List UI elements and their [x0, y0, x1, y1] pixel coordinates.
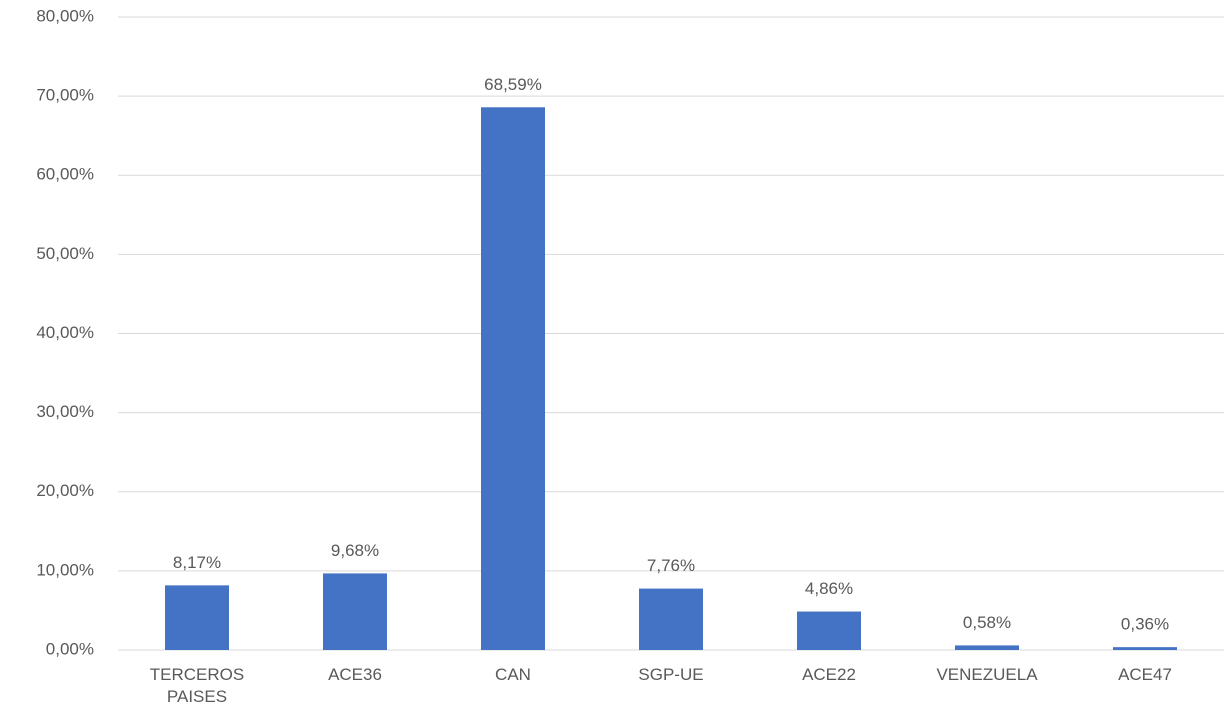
y-tick-label: 80,00%	[36, 6, 94, 25]
bar	[955, 645, 1019, 650]
data-label: 9,68%	[331, 541, 379, 560]
bar	[1113, 647, 1177, 650]
x-tick-label-box: VENEZUELA	[936, 665, 1038, 684]
data-label: 8,17%	[173, 553, 221, 572]
x-tick-label: TERCEROS PAISES	[149, 665, 245, 706]
x-tick-label-box: CAN	[495, 665, 531, 684]
data-label: 0,58%	[963, 613, 1011, 632]
y-tick-label: 50,00%	[36, 244, 94, 263]
x-tick-label: VENEZUELA	[936, 665, 1038, 684]
data-label: 0,36%	[1121, 615, 1169, 634]
y-tick-label: 30,00%	[36, 402, 94, 421]
bar	[639, 588, 703, 650]
x-tick-label: CAN	[495, 665, 531, 684]
bar	[323, 573, 387, 650]
y-tick-label: 10,00%	[36, 560, 94, 579]
x-tick-label: SGP-UE	[638, 665, 704, 684]
x-tick-label: ACE47	[1118, 665, 1172, 684]
y-tick-label: 40,00%	[36, 323, 94, 342]
x-tick-label-box: SGP-UE	[638, 665, 704, 684]
x-tick-label-box: ACE47	[1118, 665, 1172, 684]
data-label: 7,76%	[647, 556, 695, 575]
bar	[797, 611, 861, 650]
y-tick-label: 0,00%	[46, 639, 94, 658]
y-tick-label: 70,00%	[36, 86, 94, 105]
data-label: 68,59%	[484, 75, 542, 94]
y-tick-label: 60,00%	[36, 165, 94, 184]
data-label: 4,86%	[805, 579, 853, 598]
x-tick-label-box: ACE36	[328, 665, 382, 684]
bar	[481, 107, 545, 651]
x-tick-label-box: TERCEROS PAISES	[149, 665, 245, 706]
y-tick-label: 20,00%	[36, 481, 94, 500]
x-tick-label: ACE22	[802, 665, 856, 684]
x-tick-label-box: ACE22	[802, 665, 856, 684]
x-tick-label: ACE36	[328, 665, 382, 684]
bar	[165, 585, 229, 650]
